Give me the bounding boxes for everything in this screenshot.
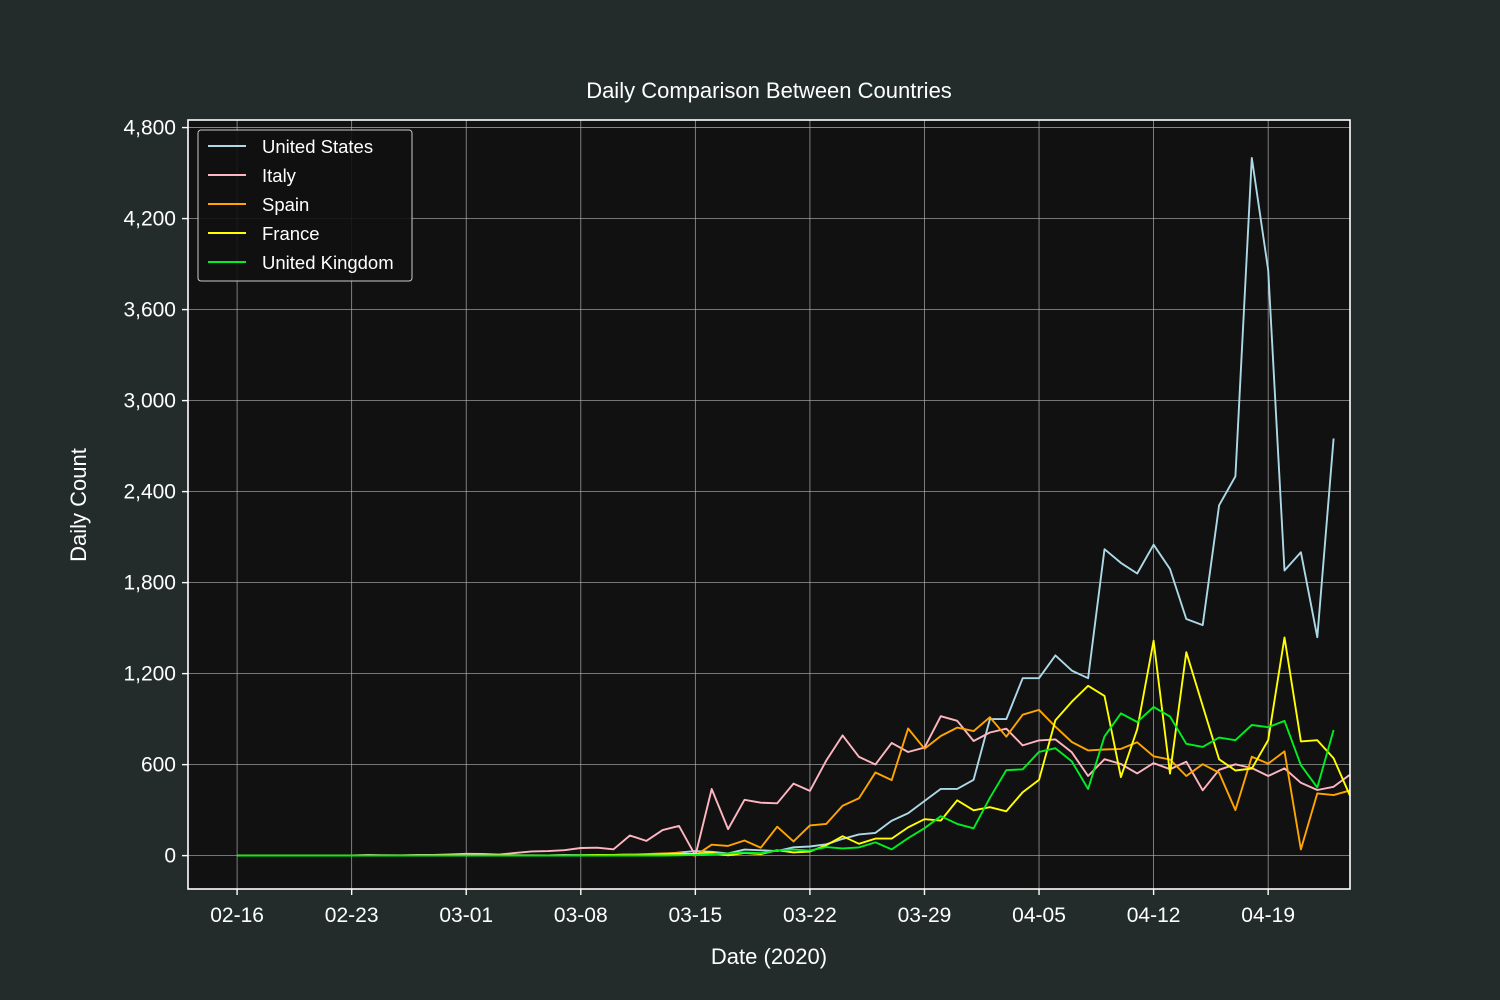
plot-frame [187,119,1351,890]
y-tick-label: 600 [141,754,176,777]
x-tick-label: 04-05 [1012,904,1066,927]
legend-label-united-kingdom: United Kingdom [262,252,394,273]
x-tick-label: 02-23 [325,904,379,927]
legend-label-italy: Italy [262,165,297,186]
legend: United States Italy Spain France United King… [197,129,413,282]
chart-title: Daily Comparison Between Countries [586,78,952,103]
x-axis-label: Date (2020) [711,944,827,969]
legend-label-spain: Spain [262,194,309,215]
legend-label-france: France [262,223,320,244]
x-tick-label: 04-12 [1127,904,1181,927]
y-tick-label: 4,800 [123,117,176,140]
x-tick-label: 03-22 [783,904,837,927]
series-line-united-kingdom [237,706,1335,857]
y-tick-label: 3,600 [123,299,176,322]
y-tick-label: 4,200 [123,208,176,231]
y-tick-label: 1,800 [123,572,176,595]
x-tick-label: 02-16 [210,904,264,927]
x-tick-label: 03-08 [554,904,608,927]
y-axis-label: Daily Count [66,448,91,562]
x-tick-label: 03-15 [668,904,722,927]
x-tick-label: 03-01 [439,904,493,927]
x-tick-label: 04-19 [1241,904,1295,927]
x-tick-label: 03-29 [898,904,952,927]
y-axis: 0 600 1,200 1,800 2,400 3,000 3,600 4,200 4,800 [123,117,188,868]
legend-box [197,129,413,282]
y-tick-label: 1,200 [123,663,176,686]
series-lines [237,156,1351,857]
y-tick-label: 3,000 [123,390,176,413]
x-axis: 02-16 02-23 03-01 03-08 03-15 03-22 03-29 04-05… [210,889,1295,927]
y-tick-label: 2,400 [123,481,176,504]
y-tick-label: 0 [164,845,176,868]
legend-label-united-states: United States [262,136,373,157]
